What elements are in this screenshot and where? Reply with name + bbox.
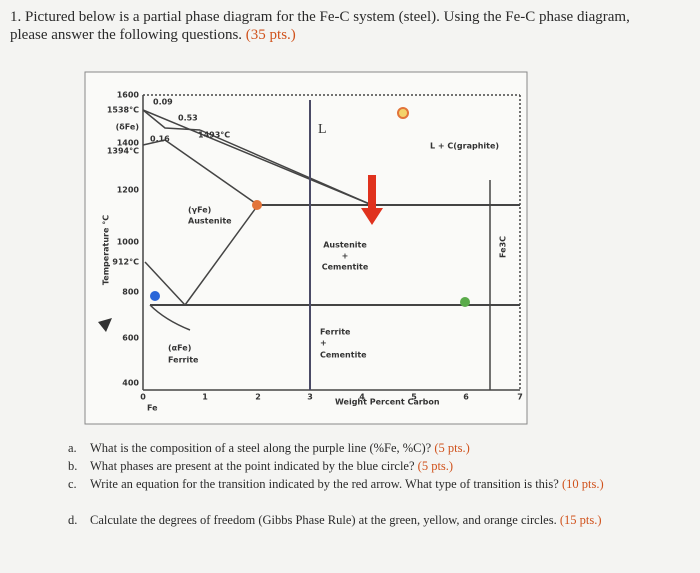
region-label: Austenite xyxy=(188,217,232,226)
subquestion: d. Calculate the degrees of freedom (Gibb… xyxy=(68,512,620,529)
annotation: 0.53 xyxy=(178,114,198,123)
region-label: Austenite xyxy=(323,241,367,250)
subquestion-text: Calculate the degrees of freedom (Gibbs … xyxy=(90,513,557,527)
region-label: L + C(graphite) xyxy=(430,142,499,151)
x-label: 1 xyxy=(202,393,208,402)
region-label: (γFe) xyxy=(188,206,211,215)
x-label: 5 xyxy=(411,393,417,402)
markers xyxy=(98,107,470,332)
annotation: 0.16 xyxy=(150,135,170,144)
y-label: 1600 xyxy=(117,91,140,100)
region-label: Ferrite xyxy=(320,328,351,337)
y-label: 800 xyxy=(122,288,139,297)
x-label: 4 xyxy=(359,393,365,402)
green-circle xyxy=(460,297,470,307)
x-label: 7 xyxy=(517,393,523,402)
subquestion: a. What is the composition of a steel alo… xyxy=(68,440,620,457)
region-label: L xyxy=(318,122,327,137)
subquestion-text: What phases are present at the point ind… xyxy=(90,459,415,473)
question-text: Pictured below is a partial phase diagra… xyxy=(10,9,630,43)
subquestion-letter: c. xyxy=(68,477,77,491)
subquestion-text: What is the composition of a steel along… xyxy=(90,441,432,455)
y-label: 1394°C xyxy=(107,147,139,156)
question: 1. Pictured below is a partial phase dia… xyxy=(10,8,670,44)
phase-lines xyxy=(142,94,521,391)
y-label: 400 xyxy=(122,379,139,388)
y-label: (δFe) xyxy=(116,123,139,132)
phase-diagram: Temperature °C Weight Percent Carbon Fe … xyxy=(84,71,528,425)
subquestion-letter: a. xyxy=(68,441,77,455)
region-label: Ferrite xyxy=(168,356,199,365)
subquestion-letter: b. xyxy=(68,459,78,473)
y-label: 1200 xyxy=(117,186,140,195)
blue-circle xyxy=(150,291,160,301)
annotation: 1493°C xyxy=(198,131,230,140)
y-label: 912°C xyxy=(112,258,139,267)
subquestion: b. What phases are present at the point i… xyxy=(68,458,620,475)
region-label: Fe3C xyxy=(499,236,508,258)
x-axis-label: Weight Percent Carbon xyxy=(335,398,440,407)
region-label: Cementite xyxy=(322,263,369,272)
question-number: 1. xyxy=(10,9,22,25)
cursor-icon xyxy=(98,318,112,332)
subquestion: c. Write an equation for the transition i… xyxy=(68,476,620,493)
y-label: 1538°C xyxy=(107,106,139,115)
figure-frame xyxy=(84,71,528,425)
red-arrow xyxy=(368,175,376,210)
subquestion-points: (5 pts.) xyxy=(434,441,470,455)
subquestion-letter: d. xyxy=(68,513,78,527)
subquestion-points: (5 pts.) xyxy=(417,459,454,473)
origin-label: Fe xyxy=(147,404,158,413)
x-label: 3 xyxy=(307,393,313,402)
subquestion-text: Write an equation for the transition ind… xyxy=(90,477,559,491)
subquestion-points: (10 pts.) xyxy=(561,477,604,491)
x-label: 2 xyxy=(255,393,261,402)
annotation: 0.09 xyxy=(153,98,173,107)
yellow-circle xyxy=(397,107,409,119)
subquestion-points: (15 pts.) xyxy=(559,513,602,527)
orange-circle xyxy=(252,200,262,210)
x-label: 6 xyxy=(463,393,469,402)
y-label: 1000 xyxy=(117,238,140,247)
x-label: 0 xyxy=(140,393,146,402)
y-axis-label: Temperature °C xyxy=(102,215,111,285)
region-label: Cementite xyxy=(320,351,367,360)
region-label: + xyxy=(342,252,349,261)
region-label: + xyxy=(320,339,327,348)
red-arrow-head xyxy=(361,208,383,225)
y-label: 1400 xyxy=(117,139,140,148)
y-label: 600 xyxy=(122,334,139,343)
region-label: (αFe) xyxy=(168,344,191,353)
question-points: (35 pts.) xyxy=(245,27,296,43)
